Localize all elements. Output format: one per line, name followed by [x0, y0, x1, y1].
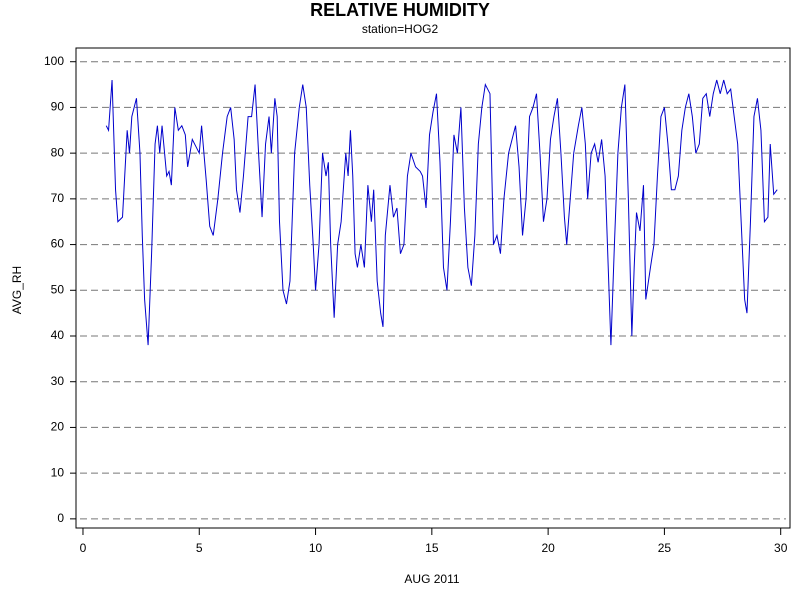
plot-frame: [75, 47, 791, 529]
y-tick-label: 80: [51, 145, 65, 159]
chart-subtitle: station=HOG2: [362, 22, 439, 36]
y-tick-label: 30: [51, 374, 65, 388]
y-tick-label: 0: [57, 511, 64, 525]
y-tick-label: 50: [51, 282, 65, 296]
x-tick-label: 30: [774, 541, 788, 555]
x-tick-label: 25: [658, 541, 672, 555]
y-tick-label: 70: [51, 191, 65, 205]
x-axis-label: AUG 2011: [404, 572, 459, 586]
x-tick-label: 15: [425, 541, 439, 555]
data-line: [105, 79, 778, 346]
x-tick-label: 20: [541, 541, 555, 555]
y-tick-label: 20: [51, 420, 65, 434]
y-tick-label: 40: [51, 328, 65, 342]
chart-title: RELATIVE HUMIDITY: [310, 0, 490, 20]
y-axis-label: AVG_RH: [10, 266, 24, 314]
y-tick-label: 60: [51, 237, 65, 251]
y-tick-label: 100: [44, 54, 64, 68]
x-tick-label: 0: [80, 541, 87, 555]
y-tick-label: 10: [51, 465, 65, 479]
x-tick-label: 10: [309, 541, 323, 555]
y-tick-label: 90: [51, 100, 65, 114]
x-tick-label: 5: [196, 541, 203, 555]
